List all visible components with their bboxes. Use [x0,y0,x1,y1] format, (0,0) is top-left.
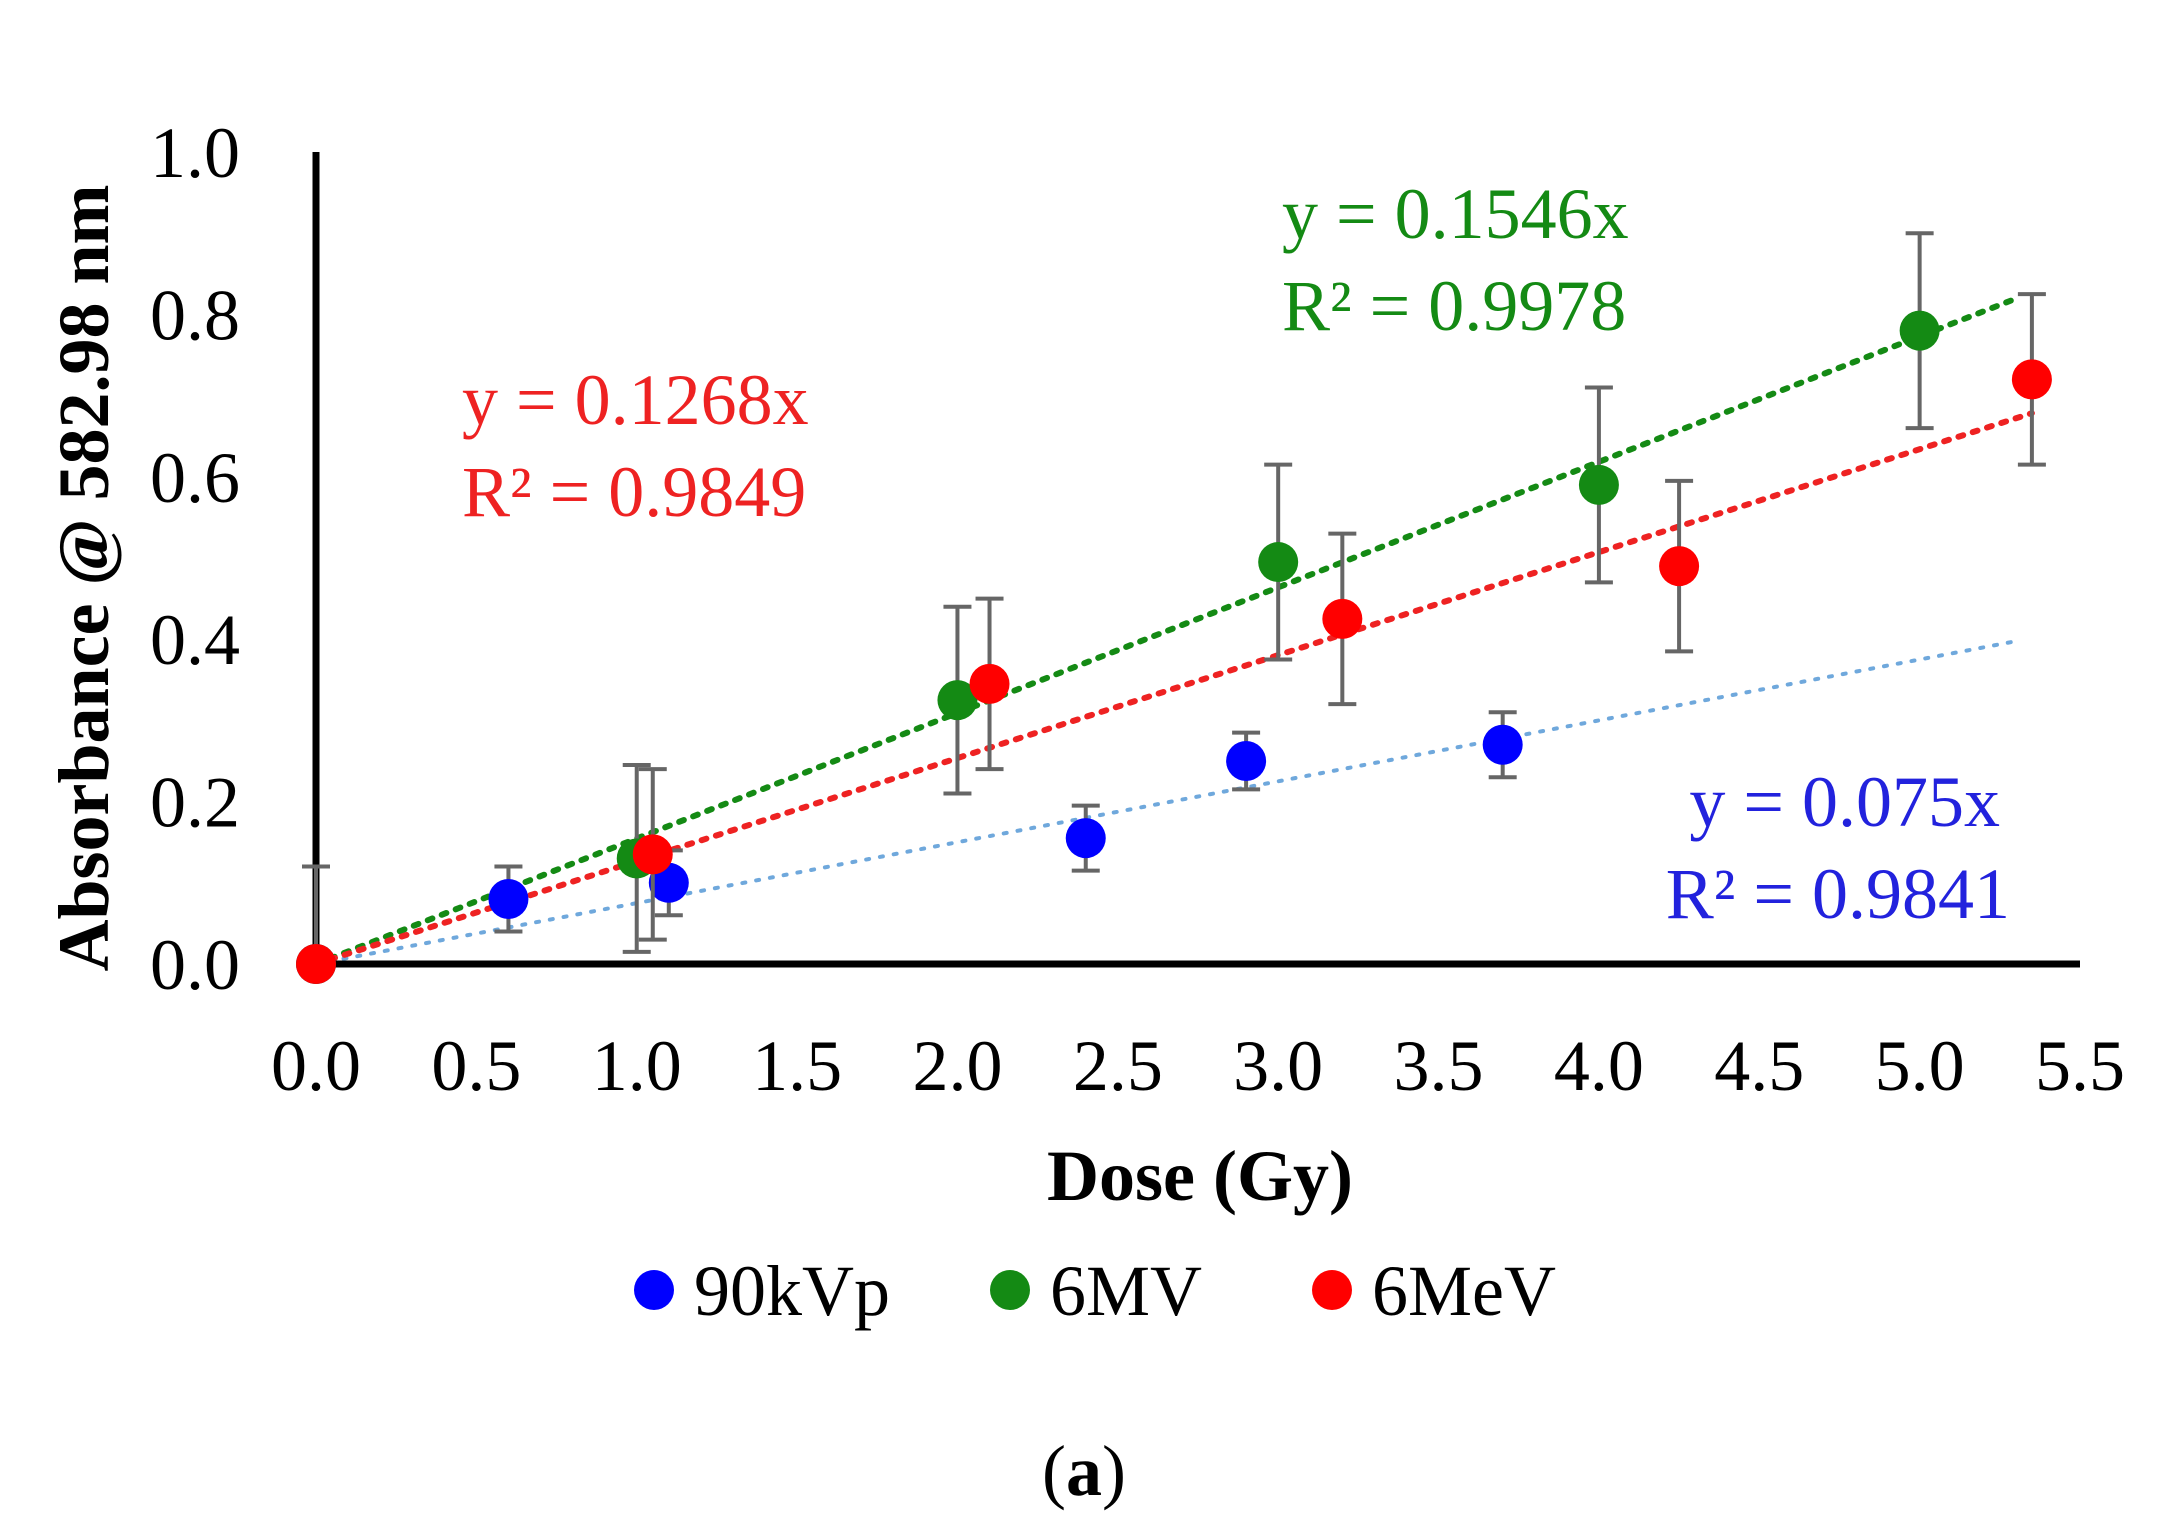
point-90kvp [1065,818,1106,859]
panel-label-letter: a [1066,1431,1102,1511]
panel-label-close: ) [1102,1431,1126,1511]
r2-6mv: R² = 0.9978 [1282,266,1626,346]
equation-6mev: y = 0.1268x [462,360,809,440]
legend: 90kVp 6MV 6MeV [634,1251,1556,1331]
panel-label: (a) [1042,1431,1126,1511]
point-6mev [2011,359,2052,400]
y-tick-label: 0.2 [150,763,240,843]
legend-label-6mv: 6MV [1050,1251,1202,1331]
r2-90kvp: R² = 0.9841 [1666,854,2010,934]
y-tick-label: 1.0 [150,113,240,193]
x-tick-label: 4.5 [1714,1026,1804,1106]
point-6mv [937,680,978,721]
y-tick-label: 0.4 [150,600,240,680]
legend-marker-90kvp [634,1270,674,1310]
x-tick-label: 1.0 [592,1026,682,1106]
trendline-6mev [313,410,2035,967]
point-6mev [296,944,336,984]
point-6mv [1899,310,1940,351]
x-tick-label: 4.0 [1554,1026,1644,1106]
point-90kvp [1226,741,1267,781]
x-tick-label: 0.0 [271,1026,361,1106]
x-tick-label: 0.5 [431,1026,521,1106]
x-tick-label: 1.5 [752,1026,842,1106]
point-6mv [1578,464,1619,505]
trendline-90kvp [314,639,2018,966]
point-90kvp [488,879,529,920]
legend-label-6mev: 6MeV [1372,1251,1556,1331]
y-tick-label: 0.0 [150,925,240,1005]
x-tick-label: 3.0 [1233,1026,1323,1106]
point-6mv [1258,542,1299,583]
r2-6mev: R² = 0.9849 [462,452,806,532]
point-6mev [632,834,673,875]
y-axis-title: Absorbance @ 582.98 nm [44,184,124,971]
y-tick-label: 0.6 [150,438,240,518]
x-axis-title: Dose (Gy) [1047,1136,1353,1216]
x-tick-label: 2.0 [912,1026,1002,1106]
legend-label-90kvp: 90kVp [694,1251,890,1331]
point-90kvp [1482,724,1523,765]
x-tick-label: 2.5 [1073,1026,1163,1106]
legend-marker-6mv [990,1270,1030,1310]
point-6mev [1659,546,1700,587]
equation-6mv: y = 0.1546x [1282,174,1629,254]
point-6mev [969,663,1010,704]
x-tick-label: 5.0 [1875,1026,1965,1106]
trendline-6mv [313,295,2019,967]
equation-90kvp: y = 0.075x [1689,762,2000,842]
plot-area: 0.0 0.5 1.0 1.5 2.0 2.5 3.0 3.5 4.0 4.5 5.0 5.5 0.0 0… [150,113,2125,1106]
x-tick-label: 5.5 [2035,1026,2125,1106]
panel-label-open: ( [1042,1431,1066,1511]
y-tick-label: 0.8 [150,275,240,355]
x-tick-label: 3.5 [1394,1026,1484,1106]
point-6mev [1322,598,1363,639]
legend-marker-6mev [1312,1270,1352,1310]
